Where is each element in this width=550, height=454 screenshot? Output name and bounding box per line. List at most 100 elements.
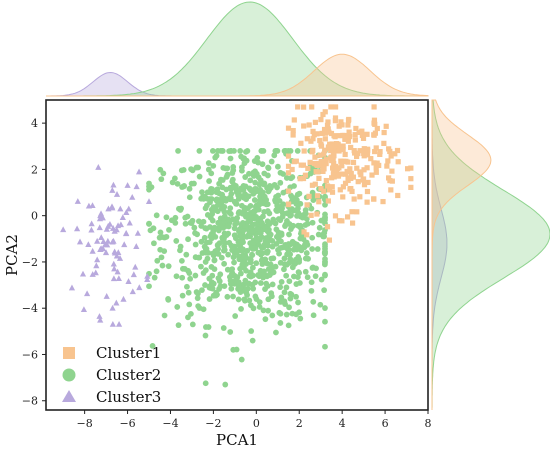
cluster3-point	[133, 243, 140, 249]
cluster2-point	[268, 158, 275, 165]
cluster1-point	[308, 212, 314, 219]
cluster1-point	[381, 140, 387, 146]
cluster3-point	[95, 164, 102, 170]
cluster2-point	[212, 154, 219, 161]
cluster2-point	[150, 225, 157, 232]
cluster1-point	[337, 187, 343, 193]
cluster2-point	[302, 210, 309, 217]
cluster2-point	[225, 216, 232, 223]
top-marginal-density	[46, 1, 429, 97]
cluster2-point	[154, 257, 161, 264]
cluster2-point	[265, 296, 272, 303]
cluster1-point	[360, 176, 367, 182]
cluster1-point	[342, 171, 349, 177]
cluster1-point	[321, 126, 328, 133]
cluster1-point	[365, 147, 371, 154]
cluster2-point	[278, 278, 285, 285]
cluster2-point	[302, 268, 309, 275]
cluster2-point	[165, 296, 171, 302]
cluster2-point	[227, 280, 234, 287]
cluster1-point	[340, 194, 346, 200]
cluster2-point	[227, 155, 234, 162]
cluster1-point	[321, 166, 327, 172]
plot-frame	[45, 99, 429, 411]
cluster2-point	[185, 314, 191, 321]
cluster3-point	[79, 270, 87, 277]
cluster1-point	[351, 148, 357, 154]
cluster2-point	[286, 304, 292, 311]
cluster3-point	[109, 304, 116, 311]
cluster2-point	[322, 305, 328, 311]
cluster1-point	[338, 158, 344, 164]
cluster1-point	[368, 156, 374, 162]
cluster1-point	[371, 117, 378, 123]
cluster2-point	[175, 147, 181, 154]
cluster1-point	[335, 173, 342, 179]
cluster2-point	[206, 178, 213, 184]
cluster2-point	[308, 279, 315, 286]
cluster1-point	[290, 132, 296, 138]
cluster3-point	[85, 202, 93, 209]
cluster2-point	[202, 259, 209, 265]
cluster2-point	[216, 219, 223, 226]
cluster2-point	[282, 221, 289, 228]
cluster2-point	[278, 294, 285, 301]
cluster2-point	[198, 238, 205, 245]
cluster1-point	[285, 170, 292, 176]
cluster3-point	[97, 316, 104, 323]
cluster2-point	[282, 301, 288, 308]
cluster2-point	[289, 194, 295, 201]
cluster2-point	[277, 310, 284, 317]
cluster2-point	[303, 250, 310, 256]
cluster3-point	[92, 269, 99, 276]
cluster2-point	[211, 266, 218, 273]
cluster2-point	[207, 233, 214, 240]
cluster2-point	[253, 260, 260, 267]
cluster1-point	[329, 175, 335, 181]
cluster2-point	[237, 270, 244, 277]
cluster1-point	[371, 132, 377, 138]
cluster2-point	[225, 251, 232, 258]
cluster2-point	[219, 184, 226, 191]
cluster2-point	[207, 199, 213, 206]
legend-marker-cluster3	[62, 390, 76, 402]
cluster2-point	[257, 230, 264, 236]
cluster2-point	[243, 148, 249, 155]
cluster2-point	[203, 225, 210, 232]
cluster2-point	[192, 272, 199, 279]
cluster1-point	[371, 160, 377, 166]
cluster1-point	[342, 136, 348, 142]
cluster1-point	[377, 151, 383, 157]
cluster2-point	[195, 303, 202, 310]
cluster2-point	[256, 181, 263, 188]
cluster2-point	[220, 325, 227, 331]
cluster3-point	[74, 198, 81, 204]
cluster1-point	[408, 165, 414, 171]
y-tick-label: −2	[22, 256, 38, 269]
cluster2-point	[204, 211, 211, 218]
cluster2-point	[274, 163, 281, 170]
cluster2-point	[230, 293, 236, 300]
cluster1-point	[318, 117, 324, 123]
cluster3-point	[110, 260, 117, 267]
x-tick-label: −2	[205, 417, 221, 430]
cluster2-point	[209, 250, 216, 257]
cluster2-point	[265, 307, 272, 314]
cluster1-point	[330, 165, 336, 171]
cluster2-point	[277, 259, 284, 266]
cluster1-point	[285, 153, 292, 159]
cluster2-point	[322, 318, 328, 325]
cluster1-point	[327, 155, 334, 161]
cluster3-point	[102, 241, 109, 248]
cluster2-point	[283, 311, 290, 318]
cluster2-point	[304, 274, 311, 281]
cluster2-point	[277, 169, 284, 176]
cluster2-point	[303, 216, 310, 222]
cluster3-point	[133, 183, 140, 190]
cluster2-point	[241, 206, 248, 213]
cluster2-point	[253, 221, 259, 228]
cluster2-point	[252, 179, 259, 186]
cluster1-point	[354, 165, 360, 171]
cluster2-point	[281, 255, 288, 262]
cluster2-point	[305, 255, 312, 262]
